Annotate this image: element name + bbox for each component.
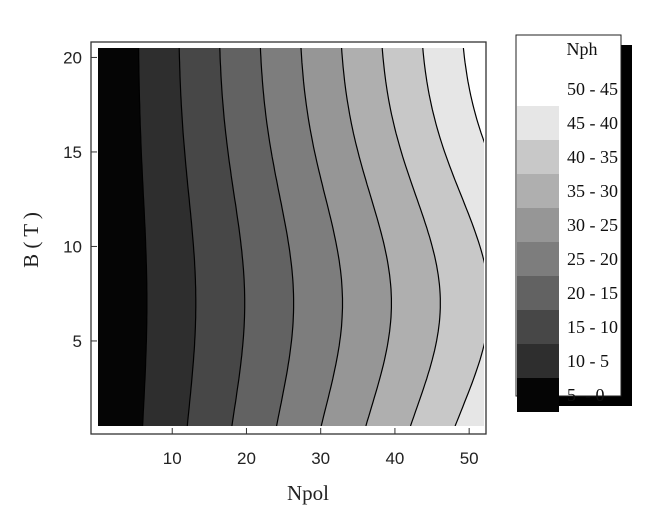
contour-line: [341, 48, 392, 426]
plot-frame: [90, 41, 487, 435]
contour-band: [98, 48, 147, 426]
legend-label: 50 - 45: [567, 79, 618, 99]
legend-label: 5 - 0: [567, 385, 605, 405]
contour-line: [381, 48, 441, 426]
contour-band: [341, 48, 441, 426]
legend-label: 30 - 25: [567, 215, 618, 235]
legend-swatch: [517, 106, 559, 140]
contour-band: [463, 48, 484, 142]
contour-band: [138, 48, 196, 426]
legend-swatch: [517, 378, 559, 412]
legend-label: 45 - 40: [567, 113, 618, 133]
x-tick-label: 20: [237, 449, 256, 468]
contour-band: [260, 48, 343, 426]
y-tick-label: 10: [63, 237, 82, 256]
legend-swatch: [517, 310, 559, 344]
y-tick-label: 15: [63, 143, 82, 162]
x-tick-label: 10: [163, 449, 182, 468]
x-axis-title: Npol: [287, 481, 329, 505]
plot-area: [98, 48, 484, 426]
contour-line: [178, 48, 197, 426]
x-tick-label: 50: [460, 449, 479, 468]
legend-swatch: [517, 72, 559, 106]
contour-band: [382, 48, 484, 426]
legend-label: 20 - 15: [567, 283, 618, 303]
contour-bands: [98, 48, 484, 426]
x-tick-label: 40: [385, 449, 404, 468]
legend-label: 15 - 10: [567, 317, 618, 337]
contour-line: [462, 48, 484, 144]
legend-label: 25 - 20: [567, 249, 618, 269]
legend-swatch: [517, 276, 559, 310]
legend-swatch: [517, 344, 559, 378]
contour-line: [259, 48, 295, 426]
contour-line: [219, 48, 246, 426]
contour-lines: [138, 48, 484, 426]
x-axis: 10 20 30 40 50: [163, 428, 479, 468]
legend: Nph 50 - 45 45 - 40 40 - 35 35 - 30 30 - 25 2…: [515, 34, 632, 412]
y-tick-label: 5: [73, 332, 82, 351]
y-axis-title: B ( T ): [19, 212, 43, 268]
y-tick-label: 20: [63, 48, 82, 67]
contour-line: [138, 48, 148, 426]
legend-swatch: [517, 140, 559, 174]
y-axis: 5 10 15 20: [63, 48, 97, 351]
x-tick-label: 30: [311, 449, 330, 468]
contour-band: [422, 48, 484, 426]
legend-items: 50 - 45 45 - 40 40 - 35 35 - 30 30 - 25 25 - …: [517, 72, 618, 412]
contour-line: [422, 48, 484, 426]
legend-swatch: [517, 208, 559, 242]
legend-title: Nph: [567, 39, 598, 59]
contour-line: [300, 48, 344, 426]
legend-swatch: [517, 174, 559, 208]
legend-label: 10 - 5: [567, 351, 609, 371]
legend-swatch: [517, 242, 559, 276]
contour-band: [301, 48, 392, 426]
legend-label: 40 - 35: [567, 147, 618, 167]
contour-band: [219, 48, 294, 426]
legend-label: 35 - 30: [567, 181, 618, 201]
